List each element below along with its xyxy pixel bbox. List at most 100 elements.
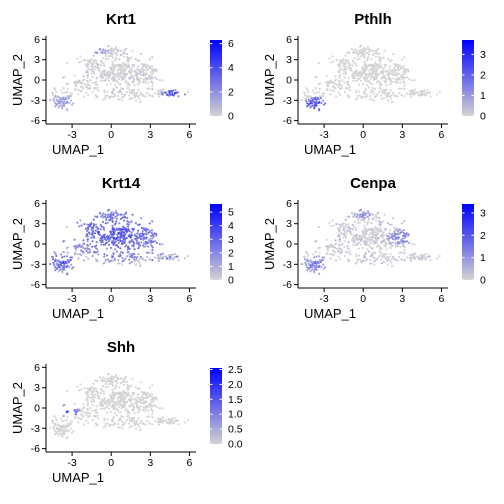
cell-point xyxy=(151,423,154,426)
cell-point xyxy=(70,263,73,266)
cell-point xyxy=(390,80,393,83)
cell-point xyxy=(186,418,189,422)
cell-point xyxy=(368,72,371,75)
cell-point xyxy=(343,227,346,230)
cell-point xyxy=(109,230,112,233)
cell-point xyxy=(363,220,366,223)
cell-point xyxy=(63,431,66,434)
cell-point xyxy=(131,252,134,256)
cell-point xyxy=(384,229,387,232)
cell-point xyxy=(108,44,111,47)
cell-point xyxy=(96,423,99,426)
cell-point xyxy=(378,255,381,258)
cell-point xyxy=(110,211,113,214)
cell-point xyxy=(141,394,144,397)
cell-point xyxy=(146,406,149,409)
cell-point xyxy=(346,215,349,218)
cell-point xyxy=(119,73,122,76)
cell-point xyxy=(101,75,104,78)
cell-point xyxy=(144,95,147,98)
cell-point xyxy=(379,63,382,67)
cell-point xyxy=(115,86,118,89)
cell-point xyxy=(108,70,111,73)
cell-point xyxy=(379,227,382,231)
cell-point xyxy=(403,252,406,255)
cell-point xyxy=(333,82,336,85)
cell-point xyxy=(144,66,148,69)
cell-point xyxy=(358,258,361,261)
cell-point xyxy=(63,255,66,258)
cell-point xyxy=(346,65,349,68)
cell-point xyxy=(94,51,97,54)
cell-point xyxy=(376,245,379,248)
cell-point xyxy=(372,71,375,74)
cell-point xyxy=(148,229,151,232)
cell-point xyxy=(381,76,384,79)
cell-point xyxy=(111,419,114,422)
cell-point xyxy=(104,377,107,380)
cell-point xyxy=(101,214,104,217)
cell-point xyxy=(335,83,338,86)
cell-point xyxy=(115,53,118,56)
cell-point xyxy=(103,417,106,420)
cell-point xyxy=(83,95,86,98)
cell-point xyxy=(341,243,344,246)
cell-point xyxy=(116,236,119,239)
cell-point xyxy=(369,238,372,241)
cell-point xyxy=(102,216,105,219)
cell-point xyxy=(55,98,58,101)
cell-point xyxy=(101,220,105,224)
cell-point xyxy=(326,85,329,88)
cell-point xyxy=(86,71,89,74)
cell-point xyxy=(144,245,147,248)
cell-point xyxy=(105,411,108,414)
cell-point xyxy=(135,420,138,424)
cell-point xyxy=(398,78,401,81)
cell-point xyxy=(96,86,99,89)
cell-point xyxy=(136,237,139,240)
cell-point xyxy=(57,102,60,105)
cell-point xyxy=(77,257,80,260)
cell-point xyxy=(115,220,118,223)
cell-point xyxy=(148,58,151,61)
x-tick-label: 3 xyxy=(399,293,405,305)
cell-point xyxy=(79,383,82,386)
cell-point xyxy=(65,83,68,86)
cell-point xyxy=(313,107,316,110)
cell-point xyxy=(73,81,76,84)
cell-point xyxy=(396,245,399,248)
cell-point xyxy=(126,216,129,220)
cell-point xyxy=(392,62,395,65)
cell-point xyxy=(378,61,382,64)
cell-point xyxy=(106,57,109,60)
cell-point xyxy=(80,388,83,391)
cell-point xyxy=(400,58,403,61)
x-tick-label: -3 xyxy=(67,457,76,469)
cell-point xyxy=(146,392,149,395)
cell-point xyxy=(120,76,123,79)
cell-point xyxy=(361,68,364,71)
cell-point xyxy=(171,91,174,94)
cell-point xyxy=(108,74,111,77)
cell-point xyxy=(135,406,138,409)
cell-point xyxy=(131,416,134,420)
cell-point xyxy=(104,49,107,52)
cell-point xyxy=(76,385,79,388)
cell-point xyxy=(363,224,366,227)
cell-point xyxy=(370,98,373,101)
cell-point xyxy=(366,51,369,54)
cell-point xyxy=(337,85,340,89)
cell-point xyxy=(113,72,116,75)
cell-point xyxy=(131,391,134,394)
cell-point xyxy=(91,227,94,230)
cell-point xyxy=(148,87,151,90)
legend-tick-label: 3 xyxy=(480,207,486,219)
cell-point xyxy=(174,416,177,420)
cell-point xyxy=(53,100,56,103)
cell-point xyxy=(121,66,124,70)
cell-point xyxy=(151,416,154,419)
cell-point xyxy=(154,92,157,95)
cell-point xyxy=(63,428,66,431)
cell-point xyxy=(315,91,318,94)
cell-point xyxy=(97,231,100,234)
